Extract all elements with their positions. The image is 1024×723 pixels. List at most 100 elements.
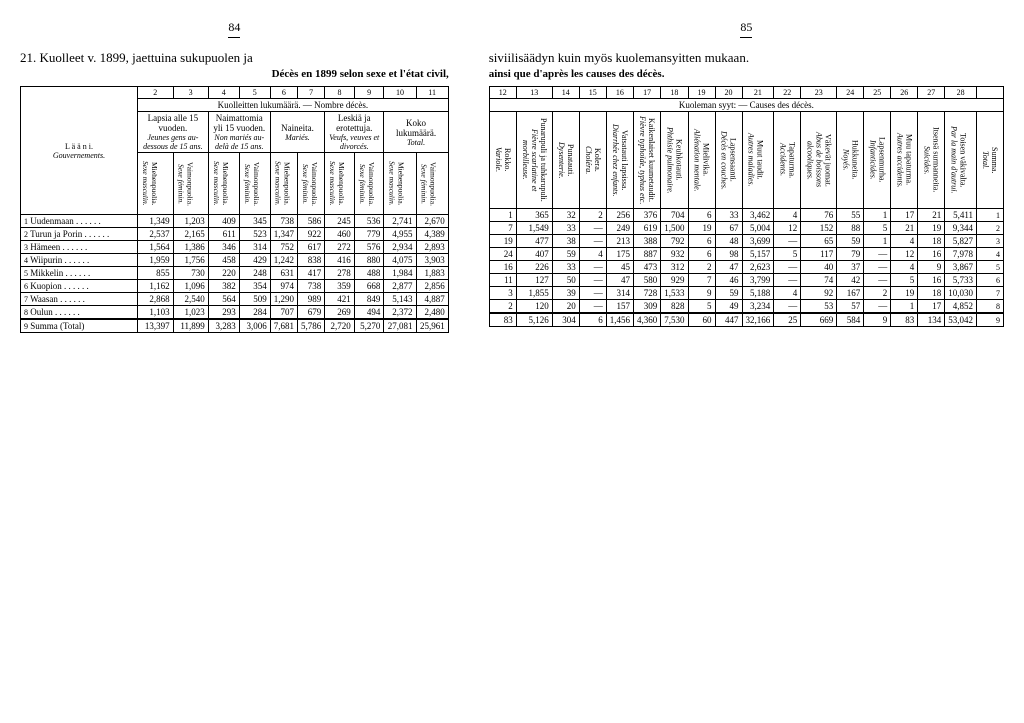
- page-spread: 8 4 21. Kuolleet v. 1899, jaettuina sukup…: [20, 20, 1004, 333]
- data-cell: —: [774, 300, 801, 314]
- data-cell: 5,733: [945, 274, 977, 287]
- sex-m: Miehenpuolia.Sexe masculin.: [325, 153, 355, 215]
- data-cell: —: [579, 287, 606, 300]
- data-cell: 5,143: [384, 293, 416, 306]
- data-cell: 92: [801, 287, 837, 300]
- cause-header: Punarupuli ja tuhkarupuli.Fièvre scarlat…: [516, 112, 552, 209]
- data-cell: 2,372: [384, 306, 416, 320]
- sex-f: Vaimonpuolia.Sexe féminin.: [173, 153, 208, 215]
- data-cell: 617: [297, 241, 324, 254]
- data-cell: 11: [489, 274, 516, 287]
- group-header: Leskiä ja erotettuja.Veufs, veuves et di…: [325, 112, 384, 153]
- sum-cell: 53,042: [945, 313, 977, 327]
- sex-m: Miehenpuolia.Sexe masculin.: [270, 153, 297, 215]
- data-cell: 974: [270, 280, 297, 293]
- col-num: 19: [688, 87, 715, 99]
- data-cell: 7,978: [945, 248, 977, 261]
- data-cell: 849: [354, 293, 384, 306]
- data-cell: 220: [208, 267, 239, 280]
- data-cell: 9: [688, 287, 715, 300]
- data-cell: 460: [325, 228, 355, 241]
- data-cell: 33: [552, 222, 579, 235]
- data-cell: 59: [837, 235, 864, 248]
- data-cell: 2: [579, 209, 606, 222]
- col-num: 7: [297, 87, 324, 99]
- data-cell: 631: [270, 267, 297, 280]
- col-num: 9: [354, 87, 384, 99]
- sum-cell: 584: [837, 313, 864, 327]
- sex-f: Vaimonpuolia.Sexe féminin.: [416, 153, 448, 215]
- data-cell: 98: [715, 248, 742, 261]
- data-cell: 5: [891, 274, 918, 287]
- col-num: 24: [837, 87, 864, 99]
- data-cell: 828: [661, 300, 688, 314]
- data-cell: 226: [516, 261, 552, 274]
- data-cell: 314: [606, 287, 633, 300]
- data-cell: —: [774, 274, 801, 287]
- col-num: 2: [138, 87, 174, 99]
- data-cell: 67: [715, 222, 742, 235]
- data-cell: 312: [661, 261, 688, 274]
- gov-cell: 1 Uudenmaan: [21, 215, 138, 228]
- row-num: 2: [977, 222, 1004, 235]
- left-table: L ä ä n i.Gouvernements.234567891011Kuol…: [20, 86, 449, 333]
- group-header: Naineita.Mariés.: [270, 112, 325, 153]
- table-row: 3 Hämeen1,5641,3863463147526172725762,93…: [21, 241, 449, 254]
- title-right: siviilisäädyn kuin myös kuolemansyitten …: [489, 50, 1004, 66]
- cause-header: Keuhkotauti.Phthisie pulmonaire.: [661, 112, 688, 209]
- cause-header: Kaikenlaiset kuumetaudit.Fièvre typhoïde…: [634, 112, 661, 209]
- col-num: 14: [552, 87, 579, 99]
- data-cell: —: [774, 235, 801, 248]
- cause-header: Muut taudit.Autres maladies.: [742, 112, 774, 209]
- title-left: 21. Kuolleet v. 1899, jaettuina sukupuol…: [20, 50, 449, 66]
- data-cell: 409: [208, 215, 239, 228]
- group-header: Naimattomia yli 15 vuoden.Non mariés au-…: [208, 112, 270, 153]
- data-cell: 3: [489, 287, 516, 300]
- data-cell: 278: [325, 267, 355, 280]
- data-cell: 49: [715, 300, 742, 314]
- data-cell: 21: [918, 209, 945, 222]
- data-cell: 18: [918, 235, 945, 248]
- data-cell: 3,867: [945, 261, 977, 274]
- gov-cell: 6 Kuopion: [21, 280, 138, 293]
- data-cell: —: [579, 300, 606, 314]
- row-num: 4: [977, 248, 1004, 261]
- gov-cell: 2 Turun ja Porin: [21, 228, 138, 241]
- sum-cell: 5,126: [516, 313, 552, 327]
- table-row: 71,54933—2496191,50019675,00412152885211…: [489, 222, 1003, 235]
- row-num: 8: [977, 300, 1004, 314]
- data-cell: 738: [297, 280, 324, 293]
- data-cell: 59: [715, 287, 742, 300]
- data-cell: 74: [801, 274, 837, 287]
- subtitle-left: Décès en 1899 selon sexe et l'état civil…: [20, 68, 449, 80]
- table-row: 1 Uudenmaan1,3491,2034093457385862455362…: [21, 215, 449, 228]
- col-num: 13: [516, 87, 552, 99]
- sum-cell: 60: [688, 313, 715, 327]
- table-row: 1112750—475809297463,799—7442—5165,7336: [489, 274, 1003, 287]
- data-cell: 473: [634, 261, 661, 274]
- sum-row: 9 Summa (Total)13,39711,8993,2833,0067,6…: [21, 319, 449, 333]
- data-cell: —: [579, 235, 606, 248]
- data-cell: 416: [325, 254, 355, 267]
- cause-header: Mielivika.Aliénation mentale.: [688, 112, 715, 209]
- data-cell: 407: [516, 248, 552, 261]
- data-cell: 16: [918, 248, 945, 261]
- table-row: 31,85539—3147281,5339595,188492167219181…: [489, 287, 1003, 300]
- data-cell: 21: [891, 222, 918, 235]
- data-cell: 536: [354, 215, 384, 228]
- header-span: Kuoleman syyt: — Causes des décès.: [489, 99, 1003, 112]
- data-cell: 3,699: [742, 235, 774, 248]
- sum-cell: 304: [552, 313, 579, 327]
- data-cell: 3,799: [742, 274, 774, 287]
- col-num: 17: [634, 87, 661, 99]
- data-cell: —: [864, 261, 891, 274]
- data-cell: 284: [239, 306, 270, 320]
- data-cell: 10,030: [945, 287, 977, 300]
- cause-header: Kolera.Choléra.: [579, 112, 606, 209]
- col-num: 8: [325, 87, 355, 99]
- data-cell: —: [774, 261, 801, 274]
- data-cell: 5,004: [742, 222, 774, 235]
- data-cell: 152: [801, 222, 837, 235]
- data-cell: 704: [661, 209, 688, 222]
- data-cell: 269: [325, 306, 355, 320]
